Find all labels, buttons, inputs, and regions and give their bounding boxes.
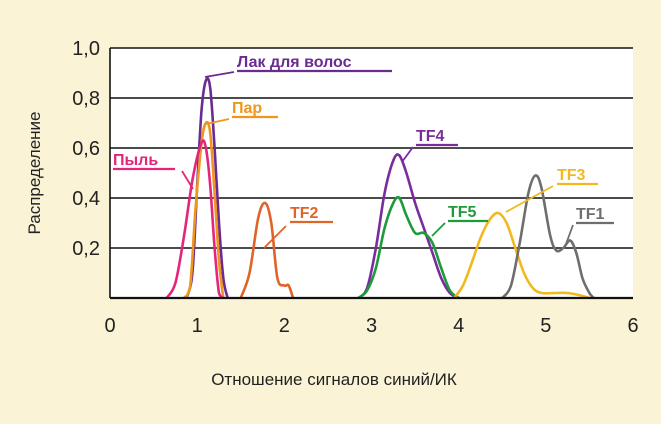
x-tick-label: 6: [627, 315, 638, 337]
series-line-5: [357, 195, 460, 300]
x-axis-title: Отношение сигналов синий/ИК: [211, 370, 457, 389]
series-line-6: [453, 211, 590, 300]
series-label-6: TF3: [557, 167, 586, 184]
label-layer: Лак для волос Пар Пыль TF2 TF4 TF5 TF3 TF1: [113, 54, 614, 249]
series-label-leader-3: [263, 225, 287, 249]
series-label-leader-4: [401, 146, 414, 163]
series-label-1: Пар: [232, 100, 262, 117]
series-line-4: [357, 153, 460, 300]
series-line-1: [182, 120, 225, 299]
series-line-2: [165, 139, 225, 300]
series-label-leader-2: [181, 170, 194, 190]
y-tick-label: 0,6: [72, 138, 100, 160]
axis-layer: 0,2 0,4 0,6 0,8 1,0 0 1 2 3 4 5 6: [72, 38, 638, 337]
series-label-7: TF1: [576, 206, 605, 223]
y-tick-label: 1,0: [72, 38, 100, 60]
series-label-0: Лак для волос: [237, 54, 352, 71]
series-line-3: [239, 201, 295, 299]
series-label-leader-6: [505, 185, 554, 213]
x-tick-label: 0: [104, 315, 115, 337]
series-line-7: [501, 174, 595, 299]
y-axis-title: Распределение: [25, 112, 44, 235]
x-tick-label: 1: [192, 315, 203, 337]
series-label-leader-7: [565, 224, 574, 245]
plot-area: [110, 48, 633, 298]
y-tick-label: 0,2: [72, 238, 100, 260]
series-label-5: TF5: [448, 204, 477, 221]
x-tick-label: 2: [279, 315, 290, 337]
x-tick-label: 5: [540, 315, 551, 337]
series-label-4: TF4: [416, 128, 445, 145]
series-label-3: TF2: [290, 205, 319, 222]
series-label-leader-0: [204, 71, 235, 78]
series-layer: [165, 76, 595, 300]
series-label-2: Пыль: [113, 152, 158, 169]
x-tick-label: 4: [453, 315, 464, 337]
grid-layer: [110, 47, 633, 298]
y-tick-label: 0,8: [72, 88, 100, 110]
series-label-leader-5: [431, 222, 446, 237]
y-tick-label: 0,4: [72, 188, 100, 210]
series-label-leader-1: [205, 118, 230, 125]
x-tick-label: 3: [366, 315, 377, 337]
